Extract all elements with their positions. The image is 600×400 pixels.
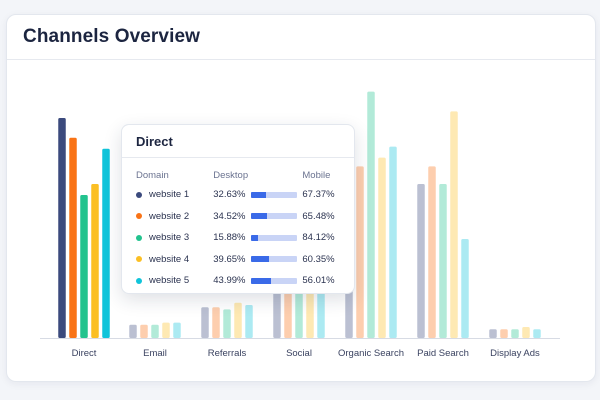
bar-social-website-5[interactable]	[317, 283, 325, 338]
mobile-value: 65.48%	[302, 210, 335, 222]
bar-direct-website-5[interactable]	[102, 148, 110, 338]
bar-social-website-2[interactable]	[284, 283, 292, 338]
bar-email-website-5[interactable]	[173, 322, 181, 338]
domain-cell: website 2	[136, 211, 213, 222]
bar-direct-website-2[interactable]	[69, 137, 77, 338]
x-tick-label-email: Email	[143, 348, 167, 359]
domain-cell: website 3	[136, 232, 213, 243]
x-tick-label-paid-search: Paid Search	[417, 348, 469, 359]
header-domain: Domain	[136, 169, 169, 181]
header-desktop: Desktop	[213, 169, 249, 181]
share-bar-track	[250, 191, 297, 198]
bar-email-website-4[interactable]	[162, 322, 170, 338]
bar-email-website-3[interactable]	[151, 324, 159, 338]
bar-referrals-website-5[interactable]	[245, 305, 253, 338]
tooltip-title: Direct	[122, 125, 354, 158]
bar-organic-search-website-3[interactable]	[367, 91, 375, 338]
bar-social-website-4[interactable]	[306, 283, 314, 338]
domain-label: website 3	[149, 232, 190, 244]
tooltip-row: website 5 43.99% 56.01%	[136, 270, 342, 292]
desktop-share-fill	[250, 213, 267, 220]
bar-email-website-2[interactable]	[140, 324, 148, 338]
series-dot-icon	[136, 191, 142, 198]
bar-social-website-3[interactable]	[295, 283, 303, 338]
share-bar-track	[250, 256, 297, 263]
bar-referrals-website-1[interactable]	[201, 307, 209, 338]
share-bar-track	[250, 277, 297, 284]
bar-referrals-website-3[interactable]	[223, 309, 231, 338]
x-tick-label-social: Social	[286, 348, 312, 359]
mobile-value: 67.37%	[302, 189, 335, 201]
series-dot-icon	[136, 234, 142, 241]
domain-label: website 2	[149, 210, 190, 222]
desktop-share-fill	[250, 277, 272, 284]
bar-paid-search-website-2[interactable]	[428, 166, 436, 338]
desktop-share-fill	[250, 191, 266, 198]
tooltip-row: website 1 32.63% 67.37%	[136, 184, 342, 206]
mobile-value: 56.01%	[302, 275, 335, 287]
bar-organic-search-website-5[interactable]	[389, 146, 397, 338]
domain-cell: website 4	[136, 254, 213, 265]
share-bar-cell	[250, 191, 303, 198]
x-tick-label-organic-search: Organic Search	[338, 348, 404, 359]
bar-referrals-website-4[interactable]	[234, 302, 242, 338]
series-dot-icon	[136, 256, 142, 263]
bar-organic-search-website-2[interactable]	[356, 166, 364, 338]
tooltip-row: website 4 39.65% 60.35%	[136, 249, 342, 271]
desktop-value: 32.63%	[213, 189, 246, 201]
share-bar-track	[250, 234, 297, 241]
x-tick-label-direct: Direct	[72, 348, 97, 359]
domain-cell: website 1	[136, 189, 213, 200]
bar-paid-search-website-1[interactable]	[417, 184, 425, 338]
share-bar-track	[250, 213, 297, 220]
bar-social-website-1[interactable]	[273, 283, 281, 338]
bar-display-ads-website-2[interactable]	[500, 329, 508, 338]
desktop-value: 15.88%	[213, 232, 246, 244]
desktop-value: 43.99%	[213, 275, 246, 287]
desktop-value: 34.52%	[213, 210, 246, 222]
bar-organic-search-website-4[interactable]	[378, 157, 386, 338]
bar-paid-search-website-4[interactable]	[450, 111, 458, 339]
domain-label: website 1	[149, 189, 190, 201]
domain-label: website 4	[149, 253, 190, 265]
bar-paid-search-website-5[interactable]	[461, 239, 469, 338]
share-bar-cell	[250, 213, 303, 220]
desktop-value: 39.65%	[213, 253, 246, 265]
tooltip-header-row: Domain Desktop Mobile	[136, 166, 342, 184]
desktop-share-fill	[250, 256, 270, 263]
bar-display-ads-website-3[interactable]	[511, 329, 519, 338]
share-bar-cell	[250, 256, 303, 263]
series-dot-icon	[136, 213, 142, 220]
mobile-value: 60.35%	[302, 253, 335, 265]
bar-direct-website-1[interactable]	[58, 118, 66, 338]
bar-direct-website-3[interactable]	[80, 195, 88, 338]
bar-display-ads-website-5[interactable]	[533, 329, 541, 338]
series-dot-icon	[136, 277, 142, 284]
tooltip-row: website 3 15.88% 84.12%	[136, 227, 342, 249]
bar-email-website-1[interactable]	[129, 324, 137, 338]
bar-display-ads-website-1[interactable]	[489, 329, 497, 338]
desktop-share-fill	[250, 234, 259, 241]
bar-display-ads-website-4[interactable]	[522, 327, 530, 338]
bar-direct-website-4[interactable]	[91, 184, 99, 338]
tooltip-row: website 2 34.52% 65.48%	[136, 206, 342, 228]
bar-paid-search-website-3[interactable]	[439, 184, 447, 338]
card-header: Channels Overview	[7, 15, 595, 60]
x-tick-label-display-ads: Display Ads	[490, 348, 540, 359]
share-bar-cell	[250, 277, 303, 284]
header-mobile: Mobile	[302, 169, 331, 181]
bar-referrals-website-2[interactable]	[212, 307, 220, 338]
x-tick-label-referrals: Referrals	[208, 348, 247, 359]
mobile-value: 84.12%	[302, 232, 335, 244]
tooltip-rows: website 1 32.63% 67.37% website 2 34.52% 65.4…	[136, 184, 342, 292]
domain-label: website 5	[149, 275, 190, 287]
domain-cell: website 5	[136, 275, 213, 286]
direct-tooltip: Direct Domain Desktop Mobile website 1 32…	[121, 124, 355, 294]
card-title: Channels Overview	[23, 26, 200, 47]
share-bar-cell	[250, 234, 303, 241]
tooltip-table: Domain Desktop Mobile website 1 32.63% 67.…	[122, 158, 354, 292]
